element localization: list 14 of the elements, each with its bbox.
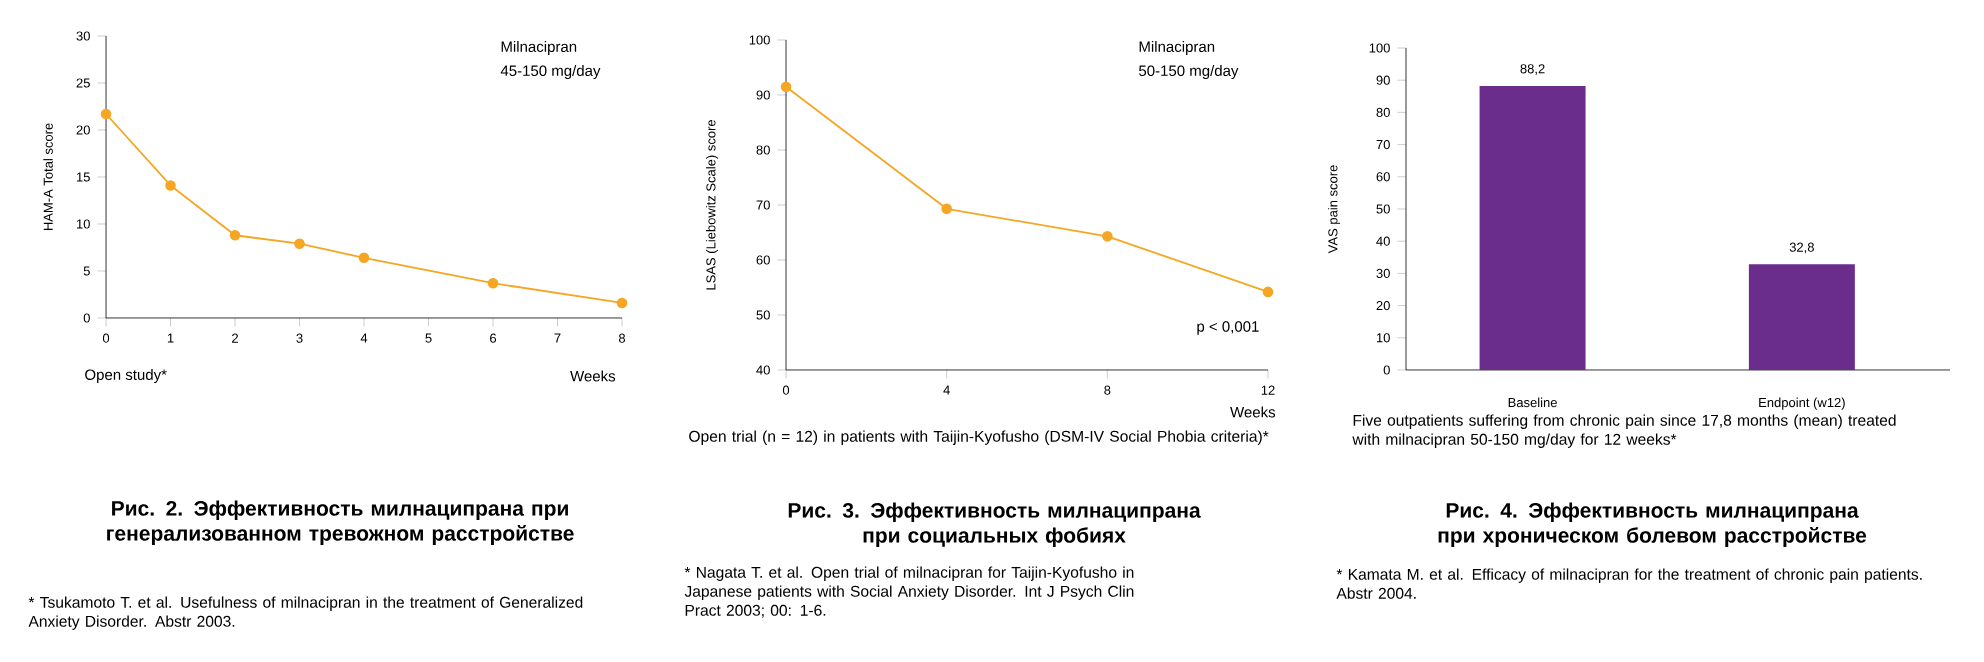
point xyxy=(1262,286,1274,298)
point xyxy=(616,297,628,309)
point xyxy=(100,108,112,120)
text: Рис. 4. Эффективность милнаципрана при хроническом болевом расстройстве xyxy=(1438,502,1867,547)
point xyxy=(229,229,241,241)
point xyxy=(165,180,176,191)
point xyxy=(358,252,370,264)
point xyxy=(487,277,499,289)
text: Рис. 2. Эффективность милнаципрана при генерализованном тревожном расстройстве xyxy=(107,500,574,545)
point xyxy=(1102,231,1113,242)
point xyxy=(941,203,952,215)
text: Рис. 3. Эффективность милнаципрана при социальных фобиях xyxy=(788,502,1201,547)
point xyxy=(294,238,305,250)
point xyxy=(780,81,792,93)
